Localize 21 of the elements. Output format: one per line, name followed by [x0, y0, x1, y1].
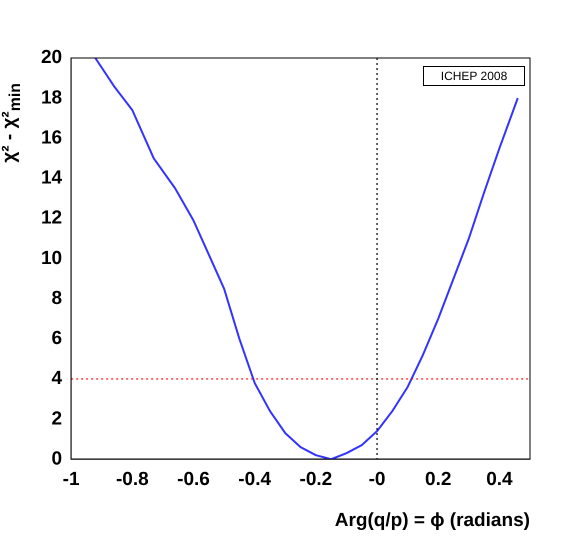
y-tick-label: 0: [52, 448, 62, 470]
x-tick-label: 0.4: [486, 468, 514, 490]
x-axis-title: Arg(q/p) = ϕ (radians): [334, 510, 530, 532]
y-tick-label: 20: [40, 47, 62, 68]
x-tick-label: -0.6: [177, 468, 210, 490]
x-tick-label: -0.8: [116, 468, 149, 490]
y-tick-label: 2: [52, 408, 62, 430]
y-tick-label: 10: [40, 248, 62, 269]
x-tick-label: -0.2: [299, 468, 332, 490]
y-tick-label: 18: [40, 87, 62, 108]
annotation: ICHEP 2008: [423, 66, 525, 86]
y-tick-label: 4: [52, 368, 63, 390]
y-tick-label: 6: [52, 328, 62, 350]
y-tick-label: 16: [40, 127, 62, 148]
y-tick-label: 8: [52, 288, 62, 309]
x-tick-label: -0.4: [238, 468, 272, 490]
x-tick-label: 0.2: [425, 468, 452, 490]
y-tick-label: 14: [40, 168, 63, 189]
y-tick-label: 12: [40, 208, 62, 229]
x-tick-label: -0: [368, 468, 386, 490]
x-tick-label: -1: [62, 468, 80, 490]
